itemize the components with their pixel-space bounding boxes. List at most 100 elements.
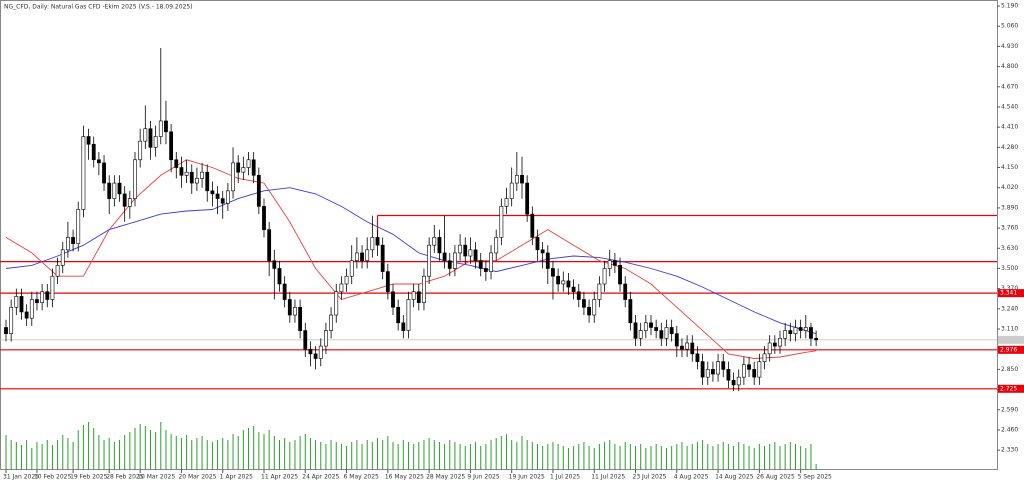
y-tick-label: 4.930 (1001, 43, 1018, 50)
candle-body (757, 361, 762, 378)
volume-bar (686, 446, 688, 470)
level-label-box (998, 345, 1024, 354)
candle-body (731, 379, 736, 386)
candle-body (267, 229, 272, 261)
volume-bar (201, 436, 203, 470)
candle-body (334, 291, 339, 316)
volume-bar (629, 444, 631, 470)
candle-body (638, 330, 643, 339)
candle-body (210, 190, 215, 195)
candle-body (246, 159, 251, 168)
candle-body (138, 140, 143, 161)
volume-bar (149, 430, 151, 470)
volume-bar (702, 440, 704, 470)
x-tick-label: 11 Apr 2025 (261, 474, 298, 481)
candle-body (133, 159, 137, 199)
chart-title: NG_CFD, Daily: Natural Gas CFD -Ekim 202… (4, 4, 193, 11)
volume-bar (196, 438, 198, 470)
x-tick-label: 9 Jun 2025 (467, 474, 499, 481)
candle-body (607, 260, 612, 269)
candle-body (55, 265, 60, 277)
candle-body (566, 280, 571, 288)
candle-body (695, 353, 700, 362)
candle-body (282, 283, 287, 300)
volume-bar (26, 440, 28, 470)
candle-body (778, 338, 782, 347)
volume-bar (278, 440, 280, 470)
candle-body (375, 237, 380, 246)
volume-bar (98, 435, 100, 470)
volume-bar (511, 440, 513, 470)
candle-body (365, 249, 370, 261)
volume-bar (144, 426, 146, 470)
x-tick-label: 14 Aug 2025 (715, 474, 754, 481)
y-tick-label: 2.460 (1001, 426, 1018, 433)
candle-body (504, 198, 509, 207)
volume-bar (242, 430, 244, 470)
y-tick-label: 3.500 (1001, 265, 1018, 272)
candle-body (220, 198, 225, 204)
volume-bar (490, 440, 492, 470)
volume-bar (536, 444, 538, 470)
volume-bar (31, 448, 33, 470)
candle-body (762, 353, 767, 362)
x-tick-label: 24 Apr 2025 (302, 474, 339, 481)
volume-bar (475, 442, 477, 470)
candle-body (716, 361, 720, 375)
volume-bar (165, 430, 167, 470)
volume-bar (464, 446, 466, 470)
candle-body (680, 345, 684, 350)
volume-bar (418, 442, 420, 470)
volume-bar (351, 442, 353, 470)
x-tick-label: 4 Aug 2025 (674, 474, 709, 481)
volume-bar (526, 440, 528, 470)
volume-bar (309, 438, 311, 470)
volume-bar (604, 442, 606, 470)
x-tick-label: 1 Jul 2025 (550, 474, 580, 481)
volume-bar (335, 442, 337, 470)
volume-bar (211, 442, 213, 470)
volume-bar (397, 444, 399, 470)
volume-bar (253, 426, 255, 470)
volume-bar (438, 442, 440, 470)
volume-bar (82, 425, 84, 470)
volume-bar (268, 430, 270, 470)
moving-average (5, 187, 817, 335)
volume-bar (258, 432, 260, 470)
volume-bar (681, 442, 683, 470)
y-tick-label: 4.540 (1001, 103, 1018, 110)
candle-body (91, 143, 96, 161)
y-tick-label: 2.330 (1001, 447, 1018, 454)
candle-body (96, 159, 101, 164)
volume-bar (77, 430, 79, 470)
y-tick-label: 3.370 (1001, 285, 1018, 292)
candle-body (803, 327, 808, 331)
volume-bar (521, 436, 523, 470)
candle-body (153, 136, 158, 148)
volume-bar (315, 440, 317, 470)
volume-bar (46, 440, 48, 470)
level-label-box (998, 384, 1024, 393)
volume-bar (542, 446, 544, 470)
volume-bar (346, 446, 348, 470)
candle-body (71, 237, 75, 244)
candle-body (66, 237, 70, 251)
volume-bar (160, 422, 162, 470)
volume-bar (640, 444, 642, 470)
candle-body (344, 275, 349, 285)
candle-body (308, 348, 313, 355)
volume-bar (449, 440, 451, 470)
candle-body (664, 327, 669, 339)
volume-bar (387, 436, 389, 470)
candle-body (422, 275, 426, 303)
candle-body (277, 268, 282, 285)
candle-body (535, 237, 540, 251)
candle-body (231, 162, 235, 192)
candle-body (545, 252, 550, 269)
volume-bar (366, 440, 368, 470)
volume-bar (72, 442, 74, 470)
y-tick-label: 4.410 (1001, 124, 1018, 131)
candle-body (747, 364, 751, 370)
candle-body (241, 167, 246, 173)
volume-bar (769, 444, 771, 470)
